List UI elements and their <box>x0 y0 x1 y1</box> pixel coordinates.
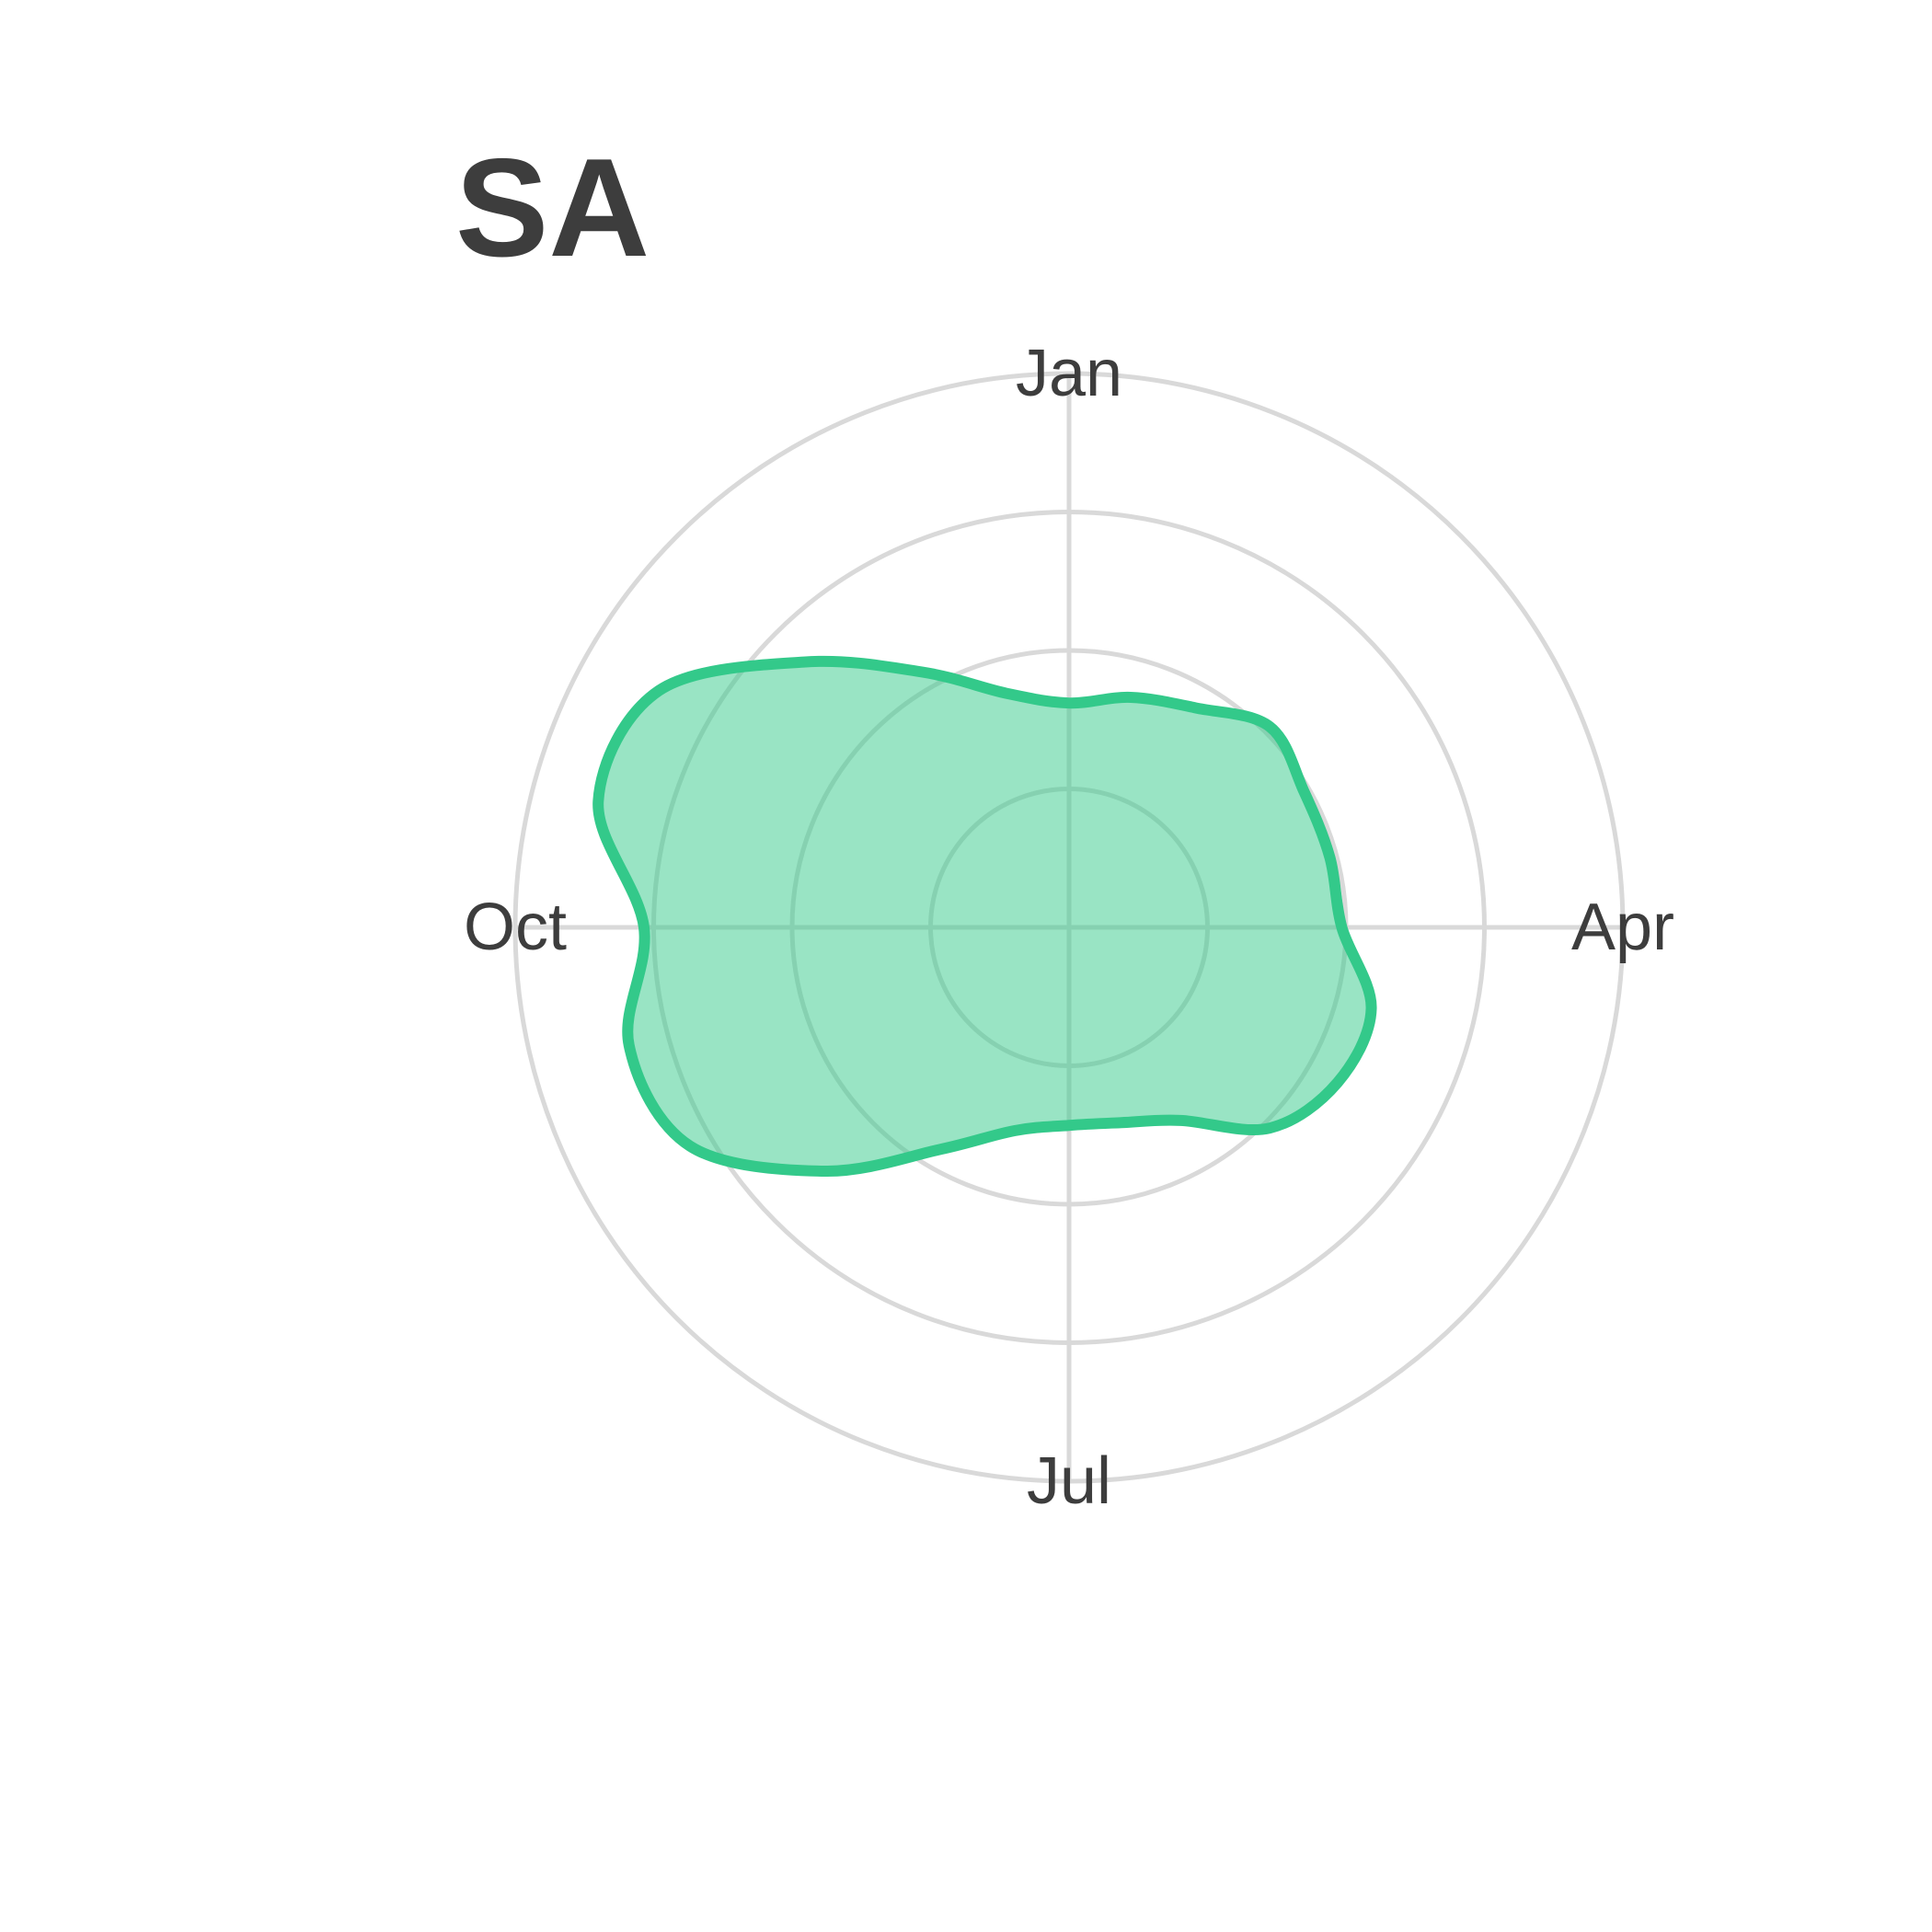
month-label-apr: Apr <box>1571 891 1674 964</box>
month-label-jul: Jul <box>1027 1444 1111 1518</box>
chart-title: SA <box>455 130 650 286</box>
month-axis-labels: Jan Apr Jul Oct <box>464 337 1674 1518</box>
series-layer <box>592 655 1377 1177</box>
series-area-1 <box>592 655 1377 1177</box>
month-label-oct: Oct <box>464 891 567 964</box>
month-label-jan: Jan <box>1016 337 1122 410</box>
